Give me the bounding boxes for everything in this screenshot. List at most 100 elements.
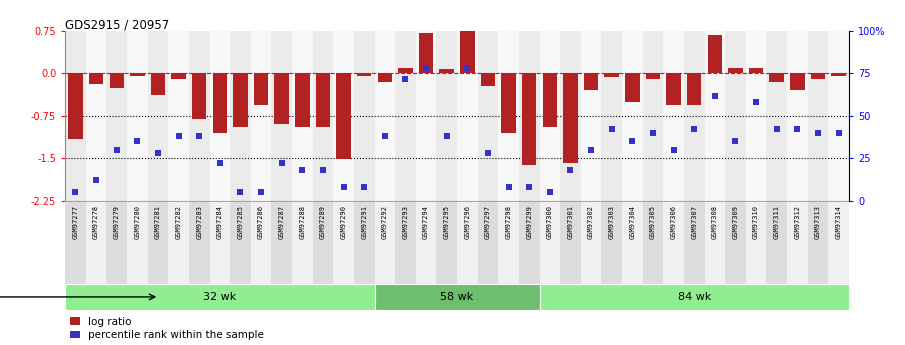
Bar (643, 31, 663, 201)
Bar (457, 31, 478, 201)
Point (481, 150, 495, 156)
Text: GSM97302: GSM97302 (588, 205, 594, 239)
Bar (625, 73, 640, 102)
Bar (807, 201, 828, 284)
Bar (148, 31, 168, 201)
Text: GSM97283: GSM97283 (196, 205, 202, 239)
Bar (192, 73, 206, 119)
Bar (210, 201, 230, 284)
Bar (354, 201, 375, 284)
Text: 58 wk: 58 wk (441, 292, 473, 302)
Text: GSM97297: GSM97297 (485, 205, 491, 239)
Bar (501, 73, 516, 133)
Text: GSM97312: GSM97312 (795, 205, 800, 239)
Bar (395, 31, 415, 201)
Bar (168, 201, 189, 284)
Bar (499, 31, 519, 201)
Bar (316, 73, 330, 127)
Bar (251, 201, 272, 284)
Text: GSM97282: GSM97282 (176, 205, 182, 239)
Bar (663, 201, 684, 284)
Bar (395, 201, 415, 284)
Bar (457, 201, 478, 284)
Bar (602, 31, 622, 201)
Bar (68, 73, 82, 139)
Bar (725, 201, 746, 284)
Text: GSM97291: GSM97291 (361, 205, 367, 239)
Point (253, 189, 268, 195)
Bar (769, 73, 784, 82)
Bar (110, 73, 124, 88)
Bar (499, 201, 519, 284)
Text: GSM97278: GSM97278 (93, 205, 99, 239)
Point (192, 134, 206, 139)
Bar (460, 29, 474, 73)
Point (233, 189, 248, 195)
Bar (581, 31, 602, 201)
Bar (65, 201, 86, 284)
Point (646, 130, 661, 136)
Bar (663, 31, 684, 201)
Bar (519, 31, 539, 201)
Point (584, 147, 598, 152)
Text: 84 wk: 84 wk (678, 292, 711, 302)
Point (811, 130, 825, 136)
Text: GSM97289: GSM97289 (320, 205, 326, 239)
Text: GSM97287: GSM97287 (279, 205, 285, 239)
Bar (415, 31, 436, 201)
Text: GSM97279: GSM97279 (114, 205, 119, 239)
Bar (563, 73, 577, 163)
Point (605, 127, 619, 132)
Point (543, 189, 557, 195)
Bar (622, 201, 643, 284)
Bar (89, 73, 103, 83)
Text: GSM97294: GSM97294 (424, 205, 429, 239)
Bar (65, 31, 86, 201)
Bar (602, 201, 622, 284)
Bar (107, 31, 127, 201)
Bar (646, 73, 660, 79)
Bar (708, 35, 722, 73)
Text: GSM97314: GSM97314 (835, 205, 842, 239)
Bar (337, 73, 351, 159)
Bar (560, 31, 581, 201)
Bar (790, 73, 805, 90)
Bar (684, 31, 704, 201)
Point (377, 134, 392, 139)
Text: GSM97301: GSM97301 (567, 205, 574, 239)
Bar (643, 201, 663, 284)
Bar (312, 201, 333, 284)
Bar (481, 73, 495, 87)
Point (68, 189, 82, 195)
Text: 32 wk: 32 wk (204, 292, 236, 302)
Text: GSM97300: GSM97300 (547, 205, 553, 239)
Point (729, 139, 743, 144)
Point (790, 127, 805, 132)
Bar (415, 201, 436, 284)
Text: GSM97305: GSM97305 (650, 205, 656, 239)
Point (708, 93, 722, 98)
Text: GSM97290: GSM97290 (340, 205, 347, 239)
Bar (666, 73, 681, 105)
Bar (828, 201, 849, 284)
Bar (748, 68, 763, 73)
Bar (440, 69, 454, 73)
Point (337, 185, 351, 190)
Point (501, 185, 516, 190)
Bar (787, 31, 807, 201)
Bar (151, 73, 166, 95)
Text: GSM97313: GSM97313 (815, 205, 821, 239)
Point (563, 167, 577, 173)
Text: GSM97308: GSM97308 (712, 205, 718, 239)
Bar (233, 73, 248, 127)
Bar (230, 201, 251, 284)
Bar (729, 68, 743, 73)
Bar (522, 73, 537, 165)
Bar (230, 31, 251, 201)
Point (832, 130, 846, 136)
Bar (811, 73, 825, 79)
Point (295, 167, 310, 173)
Bar (86, 31, 107, 201)
Bar (377, 73, 392, 82)
Bar (354, 31, 375, 201)
